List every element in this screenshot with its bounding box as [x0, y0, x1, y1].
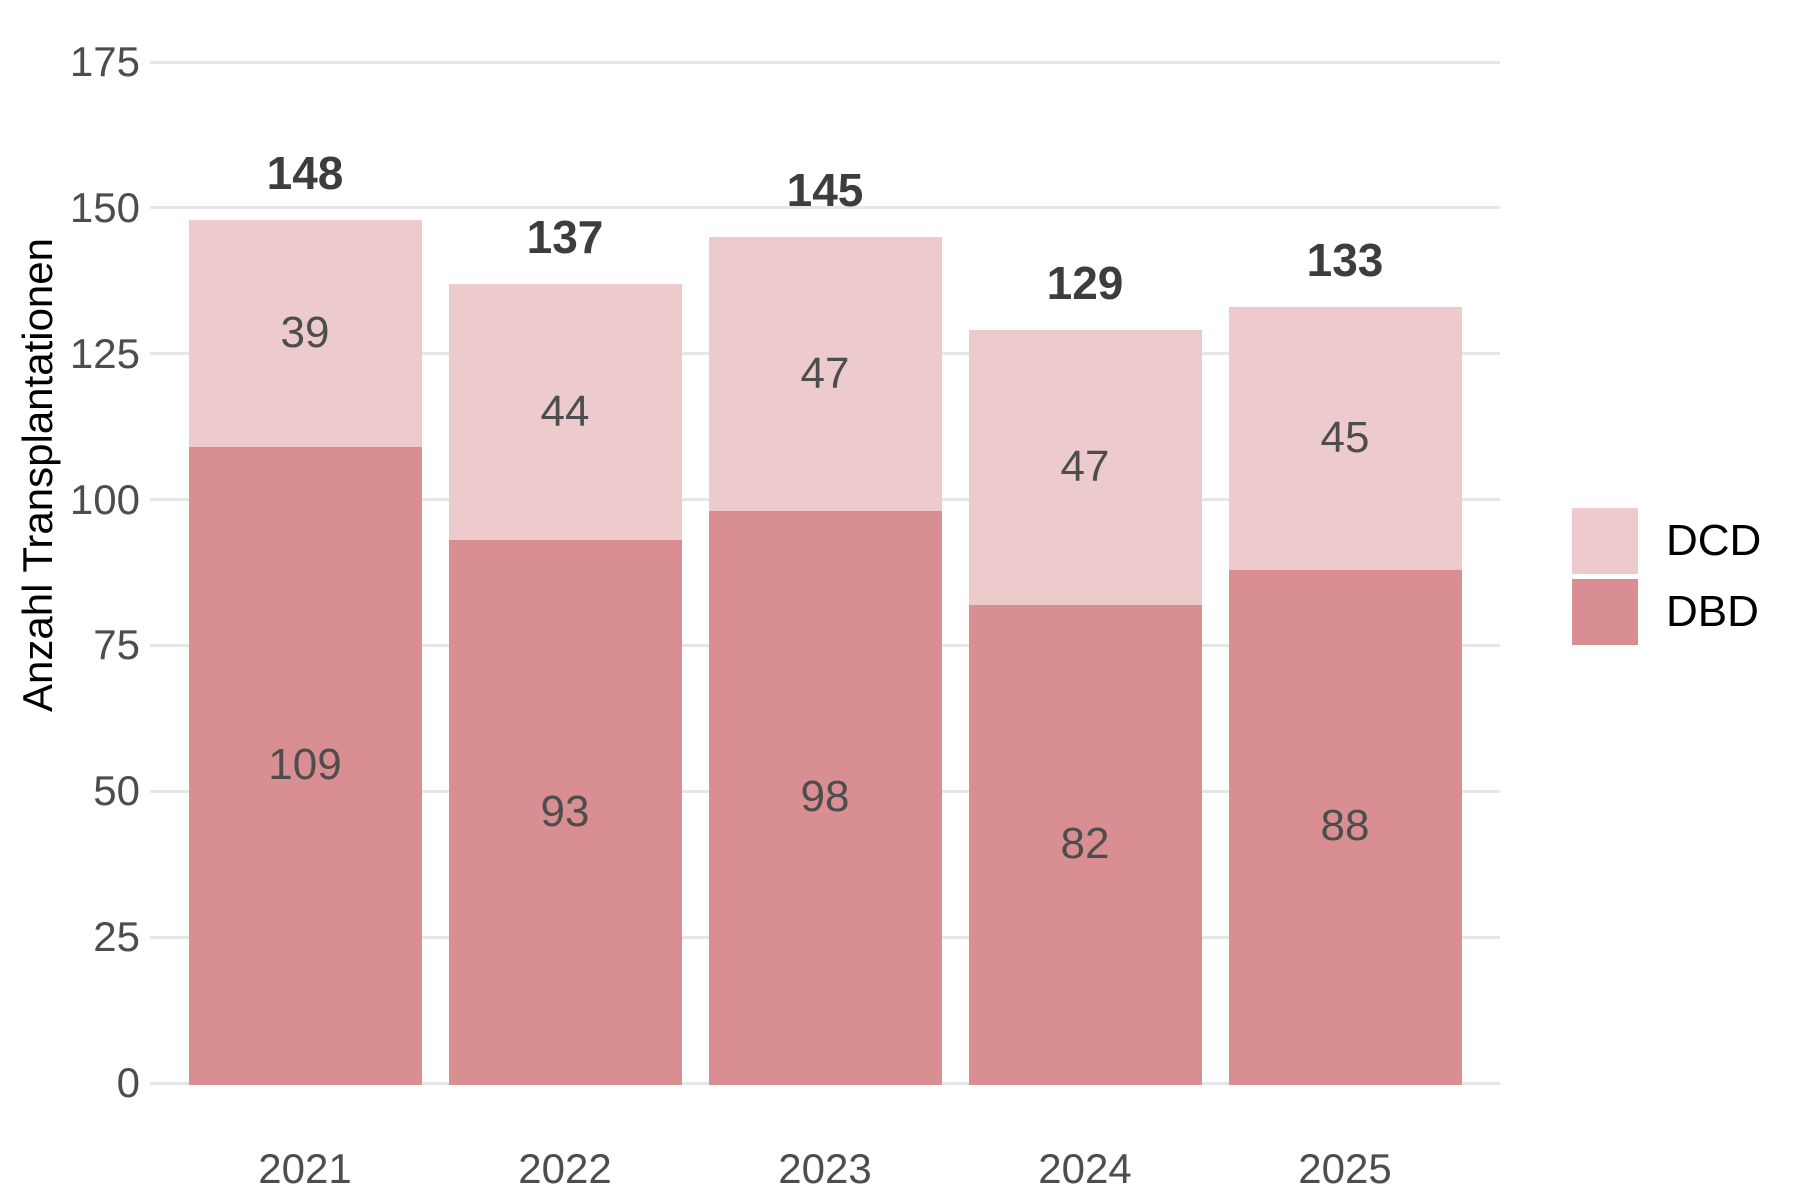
- bar-2022-dcd-segment: [448, 283, 682, 541]
- y-tick-label-50: 50: [93, 767, 140, 815]
- bar-2021-total: 148: [266, 146, 344, 199]
- y-tick-label-100: 100: [69, 475, 140, 523]
- bar-2025-total: 133: [1306, 234, 1384, 287]
- bar-2022-dbd-value: 93: [540, 786, 590, 836]
- x-tick-label-2022: 2022: [518, 1145, 612, 1192]
- bar-2024-dbd-segment: [968, 604, 1202, 1085]
- bar-2022-dcd-value: 44: [540, 387, 590, 437]
- bar-2025-dcd-segment: [1228, 307, 1462, 570]
- bar-2024-dbd-value: 82: [1060, 818, 1110, 868]
- y-tick-label-0: 0: [116, 1059, 140, 1106]
- bar-2023-dbd-segment: [708, 511, 942, 1085]
- y-tick-label-150: 150: [69, 183, 140, 231]
- legend-label-dbd: DBD: [1666, 587, 1759, 636]
- y-tick-label-125: 125: [69, 329, 140, 377]
- bar-2024-dcd-segment: [968, 330, 1202, 605]
- bar-2023-dcd-value: 47: [800, 349, 850, 399]
- y-tick-label-25: 25: [93, 913, 140, 961]
- y-tick-label-175: 175: [69, 38, 140, 85]
- legend-label-dcd: DCD: [1666, 516, 1762, 565]
- bar-2021-dcd-value: 39: [280, 308, 330, 358]
- y-tick-label-75: 75: [93, 621, 140, 669]
- bar-2023-dcd-segment: [708, 237, 942, 512]
- x-tick-label-2024: 2024: [1038, 1145, 1132, 1192]
- legend: DCD DBD: [1572, 508, 1761, 645]
- bar-2025-dcd-value: 45: [1320, 413, 1370, 463]
- bar-2025-dbd-value: 88: [1320, 801, 1370, 851]
- gridline-150: [150, 206, 1500, 210]
- legend-item-dbd: DBD: [1572, 579, 1761, 645]
- legend-swatch-dcd: [1572, 508, 1638, 574]
- legend-item-dcd: DCD: [1572, 508, 1761, 574]
- bar-2024-total: 129: [1046, 257, 1124, 310]
- x-tick-label-2023: 2023: [778, 1145, 872, 1192]
- bar-2024-dcd-value: 47: [1060, 442, 1110, 492]
- bar-2021-dcd-segment: [188, 219, 422, 448]
- x-tick-label-2025: 2025: [1298, 1145, 1392, 1192]
- x-tick-label-2021: 2021: [258, 1145, 352, 1192]
- bar-2022-total: 137: [526, 210, 604, 263]
- bar-2022-dbd-segment: [448, 540, 682, 1085]
- bar-2025-dbd-segment: [1228, 569, 1462, 1085]
- legend-swatch-dbd: [1572, 579, 1638, 645]
- bar-2021-dbd-value: 109: [268, 740, 342, 790]
- bar-2021-dbd-segment: [188, 447, 422, 1085]
- bar-2023-dbd-value: 98: [800, 772, 850, 822]
- gridline-175: [150, 60, 1500, 64]
- bar-2023-total: 145: [786, 164, 864, 217]
